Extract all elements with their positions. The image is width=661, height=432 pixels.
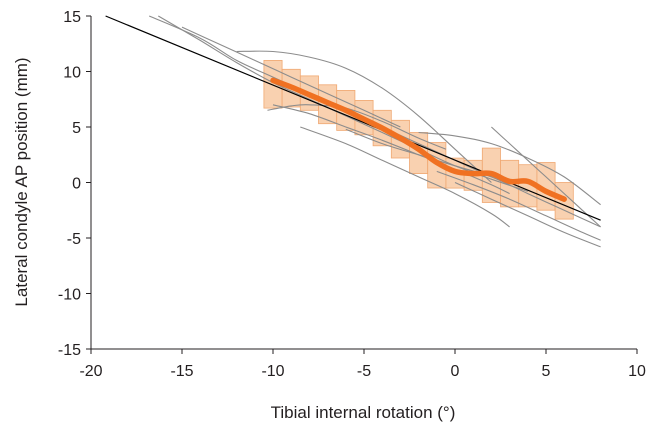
subject-curve	[491, 126, 601, 228]
regression	[105, 15, 601, 221]
y-tick-label: 0	[72, 176, 81, 193]
y-tick-label: -5	[67, 231, 81, 248]
x-tick-label: 0	[451, 363, 460, 380]
y-tick-label: 15	[63, 9, 81, 26]
subject-curve	[236, 50, 492, 183]
x-axis-label: Tibial internal rotation (°)	[271, 403, 456, 422]
mean-curve	[270, 77, 567, 202]
subject-curve	[158, 15, 528, 192]
x-tick-label: -20	[79, 363, 102, 380]
x-tick-label: 10	[628, 363, 646, 380]
subject-curve	[418, 131, 601, 206]
regression-line	[105, 15, 601, 221]
subject-curve	[436, 170, 601, 241]
x-tick-label: 5	[542, 363, 551, 380]
y-tick-label: -10	[58, 287, 81, 304]
y-tick-label: -15	[58, 342, 81, 359]
mean	[270, 77, 567, 202]
y-tick-label: 10	[63, 65, 81, 82]
subject-curve	[181, 26, 401, 128]
x-tick-label: -5	[357, 363, 371, 380]
iqr-boxes	[263, 60, 574, 220]
axes: -20 -15 -10 -5 0 5 10 -15 -10 -5 0 5 10 15	[58, 9, 646, 380]
y-axis-label: Lateral condyle AP position (mm)	[12, 57, 31, 306]
x-tick-label: -15	[170, 363, 193, 380]
subject-curve	[300, 126, 510, 228]
subject-curve	[454, 182, 601, 248]
y-tick-label: 5	[72, 120, 81, 137]
x-tick-label: -10	[261, 363, 284, 380]
subject-curve	[272, 104, 510, 195]
